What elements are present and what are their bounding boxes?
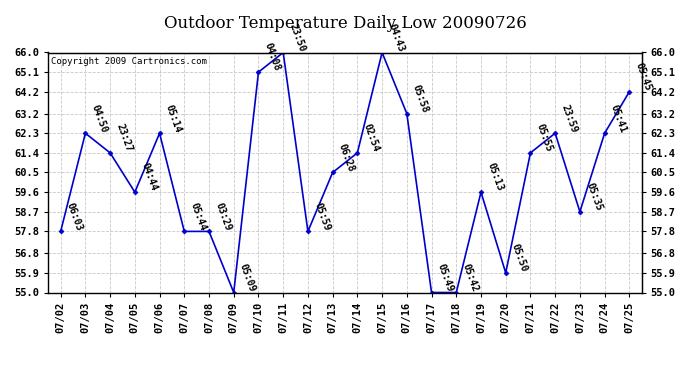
Text: 04:50: 04:50 <box>90 103 109 134</box>
Text: 05:50: 05:50 <box>510 243 529 273</box>
Text: 05:59: 05:59 <box>312 201 331 232</box>
Text: 05:58: 05:58 <box>411 83 431 114</box>
Text: 02:54: 02:54 <box>362 123 381 153</box>
Text: 05:45: 05:45 <box>633 62 653 92</box>
Text: 23:50: 23:50 <box>287 22 307 53</box>
Text: 03:29: 03:29 <box>213 201 233 232</box>
Text: 05:44: 05:44 <box>188 201 208 232</box>
Text: 05:49: 05:49 <box>435 262 455 293</box>
Text: 06:03: 06:03 <box>65 201 84 232</box>
Text: 05:13: 05:13 <box>485 162 504 193</box>
Text: Outdoor Temperature Daily Low 20090726: Outdoor Temperature Daily Low 20090726 <box>164 15 526 32</box>
Text: 04:44: 04:44 <box>139 162 159 193</box>
Text: 04:43: 04:43 <box>386 22 406 53</box>
Text: 23:27: 23:27 <box>115 123 134 153</box>
Text: 05:14: 05:14 <box>164 103 183 134</box>
Text: 05:09: 05:09 <box>238 262 257 293</box>
Text: Copyright 2009 Cartronics.com: Copyright 2009 Cartronics.com <box>51 57 207 66</box>
Text: 04:08: 04:08 <box>263 42 282 73</box>
Text: 06:28: 06:28 <box>337 142 356 173</box>
Text: 05:41: 05:41 <box>609 103 628 134</box>
Text: 05:42: 05:42 <box>460 262 480 293</box>
Text: 23:59: 23:59 <box>560 103 579 134</box>
Text: 05:55: 05:55 <box>535 123 554 153</box>
Text: 05:35: 05:35 <box>584 182 604 212</box>
